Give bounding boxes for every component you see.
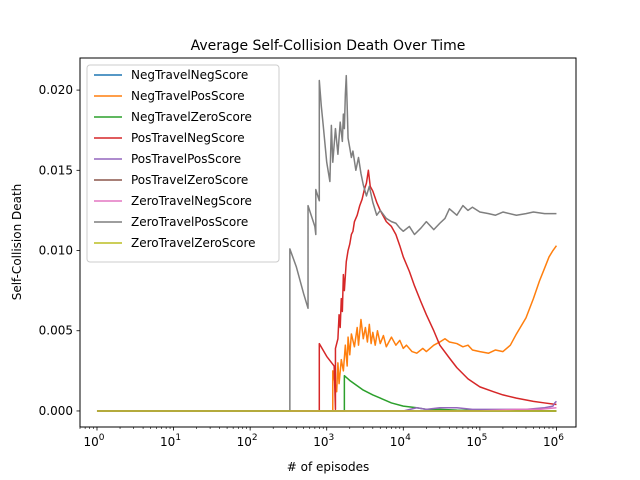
legend-box — [86, 64, 280, 263]
legend-label: PosTravelPosScore — [131, 152, 241, 166]
legend-label: ZeroTravelPosScore — [131, 215, 248, 229]
x-tick-label: 106 — [543, 433, 564, 449]
x-tick-label: 105 — [466, 433, 487, 449]
legend-label: NegTravelZeroScore — [131, 110, 252, 124]
plot-frame — [79, 57, 577, 428]
x-axis-label: # of episodes — [287, 460, 369, 474]
chart-title: Average Self-Collision Death Over Time — [191, 38, 466, 54]
legend-label: PosTravelNegScore — [131, 131, 245, 145]
x-tick-label: 100 — [83, 433, 104, 449]
series-line-PosTravelNegScore — [96, 169, 557, 412]
y-tick-label: 0.000 — [39, 404, 73, 418]
series-line-NegTravelZeroScore — [96, 374, 557, 412]
legend-label: NegTravelNegScore — [131, 68, 248, 82]
legend-label: ZeroTravelNegScore — [131, 194, 252, 208]
series-line-ZeroTravelPosScore — [96, 74, 557, 412]
legend-label: PosTravelZeroScore — [131, 173, 248, 187]
x-axis: 100 101 102 103 104 105 106 — [79, 427, 564, 449]
series-line-PosTravelPosScore — [96, 400, 557, 412]
y-axis-label: Self-Collision Death — [10, 184, 24, 301]
x-tick-label: 102 — [237, 433, 258, 449]
x-tick-label: 104 — [390, 433, 411, 449]
y-tick-label: 0.015 — [39, 163, 73, 177]
y-tick-label: 0.020 — [39, 83, 73, 97]
legend: NegTravelNegScore NegTravelPosScore NegTra… — [86, 64, 280, 263]
y-tick-label: 0.005 — [39, 324, 73, 338]
x-tick-label: 103 — [313, 433, 334, 449]
series-line-NegTravelPosScore — [96, 245, 558, 412]
legend-label: ZeroTravelZeroScore — [131, 236, 256, 250]
y-axis: 0.000 0.005 0.010 0.015 0.020 — [39, 83, 80, 418]
y-tick-label: 0.010 — [39, 244, 73, 258]
legend-label: NegTravelPosScore — [131, 89, 245, 103]
x-tick-label: 101 — [160, 433, 181, 449]
